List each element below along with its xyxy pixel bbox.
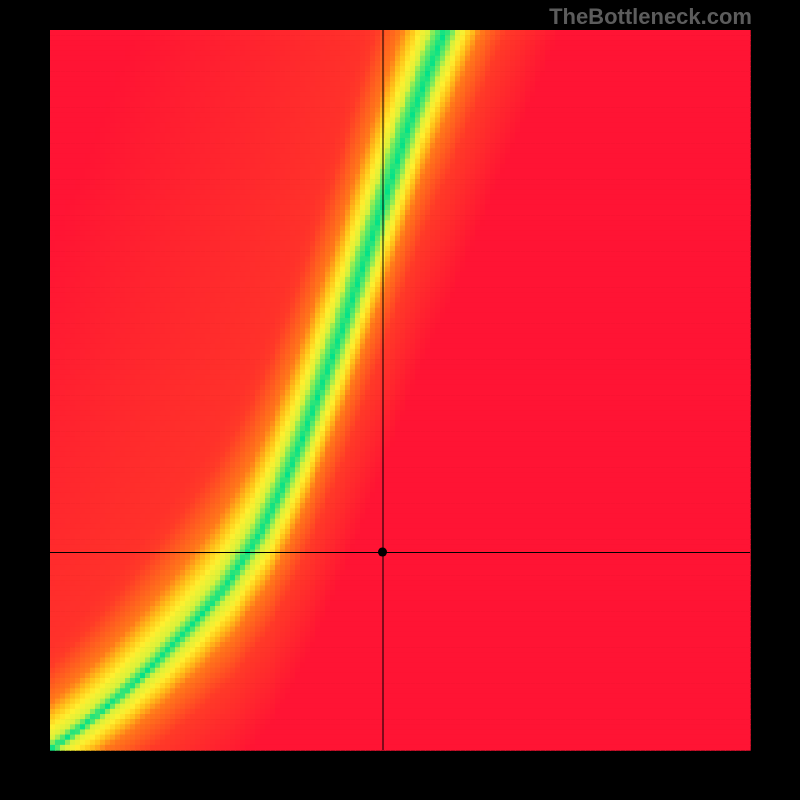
heatmap-plot [0,0,800,800]
watermark-text: TheBottleneck.com [549,4,752,30]
